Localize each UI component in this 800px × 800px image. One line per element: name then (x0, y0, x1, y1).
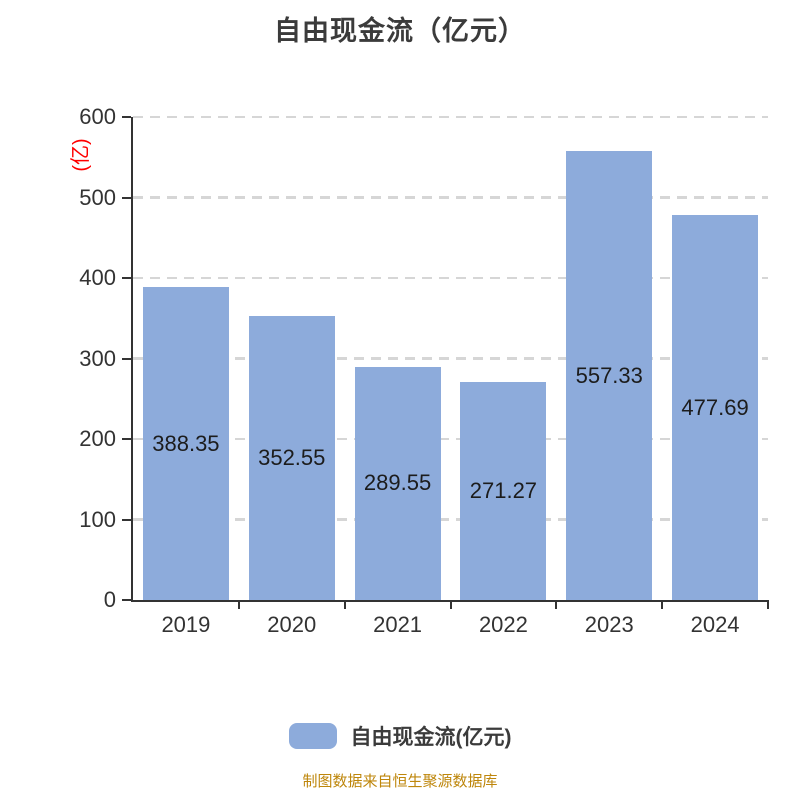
x-axis-category-label: 2024 (690, 612, 740, 637)
gridline-200 (133, 437, 768, 441)
bar-2020: 352.55 (248, 316, 335, 600)
x-axis-category-label: 2020 (267, 612, 317, 637)
gridline-600 (133, 115, 768, 119)
y-axis-tick-400 (122, 277, 131, 279)
legend-swatch (288, 723, 337, 749)
bar-2023: 557.33 (566, 151, 653, 600)
y-axis-tick-0 (122, 599, 131, 601)
y-axis-tick-label: 400 (79, 265, 116, 290)
chart-title: 自由现金流（亿元） (274, 16, 526, 46)
x-axis-tick (237, 600, 240, 609)
plot-area: 388.35 352.55 289.55 271.27 557.33 477.69 (131, 115, 768, 602)
x-axis-category-label: 2023 (584, 612, 634, 637)
y-axis-tick-label: 200 (79, 426, 116, 451)
y-axis-tick-label: 100 (79, 506, 116, 532)
x-axis-tick (661, 600, 664, 609)
gridline-300 (133, 357, 768, 360)
x-axis-tick (343, 600, 346, 609)
y-axis-tick-500 (122, 196, 131, 199)
gridline-400 (133, 276, 768, 280)
y-axis-tick-label: 0 (103, 587, 116, 612)
legend: 自由现金流(亿元) (0, 721, 800, 751)
x-axis-tick (555, 600, 558, 609)
bar-value-label: 388.35 (152, 430, 220, 456)
bar-2019: 388.35 (142, 287, 229, 600)
gridline-500 (133, 196, 768, 199)
footer-note: 制图数据来自恒生聚源数据库 (302, 773, 498, 790)
y-axis-tick-label: 500 (79, 184, 116, 210)
y-axis-tick-100 (122, 518, 131, 521)
y-axis-tick-600 (122, 116, 131, 118)
legend-label: 自由现金流(亿元) (350, 726, 512, 749)
y-axis-tick-label: 300 (79, 345, 116, 371)
bar-value-label: 352.55 (258, 445, 326, 471)
gridline-100 (133, 518, 768, 521)
x-axis-tick (449, 600, 452, 609)
bar-2024: 477.69 (672, 215, 759, 600)
bar-value-label: 557.33 (575, 362, 643, 388)
bar-2022: 271.27 (460, 381, 547, 600)
y-axis-tick-200 (122, 438, 131, 440)
x-axis-tick (767, 600, 769, 609)
y-axis-tick-label: 600 (79, 104, 116, 129)
x-axis-category-label: 2021 (373, 612, 423, 637)
bar-value-label: 271.27 (469, 477, 538, 503)
bar-value-label: 289.55 (363, 470, 432, 496)
x-axis-category-label: 2022 (478, 612, 528, 637)
bar-value-label: 477.69 (681, 394, 749, 420)
x-axis-category-label: 2019 (161, 612, 211, 637)
y-axis-tick-300 (122, 357, 131, 360)
bar-2021: 289.55 (354, 366, 441, 600)
